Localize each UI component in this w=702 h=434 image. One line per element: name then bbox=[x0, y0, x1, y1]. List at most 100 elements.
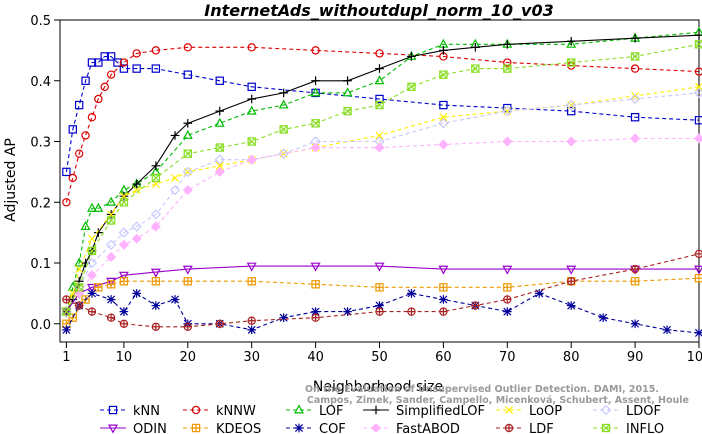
data-point bbox=[694, 328, 702, 338]
data-point bbox=[75, 265, 84, 274]
data-point bbox=[131, 233, 142, 244]
data-point bbox=[438, 139, 449, 150]
series-line bbox=[78, 137, 699, 294]
data-point bbox=[106, 251, 117, 262]
data-point bbox=[87, 246, 97, 256]
data-point bbox=[151, 301, 161, 310]
data-point bbox=[311, 313, 320, 322]
data-point bbox=[694, 82, 702, 91]
series-knnw bbox=[62, 43, 702, 207]
data-point bbox=[247, 94, 257, 104]
y-tick-label: 0.3 bbox=[30, 136, 51, 151]
data-point bbox=[100, 52, 109, 61]
data-point bbox=[630, 264, 640, 274]
data-point bbox=[119, 307, 129, 316]
data-point bbox=[407, 52, 416, 61]
data-point bbox=[471, 43, 480, 52]
data-point bbox=[246, 154, 257, 165]
data-point bbox=[294, 423, 304, 433]
y-axis-label: Adjusted AP bbox=[3, 138, 19, 222]
data-point bbox=[106, 295, 116, 304]
data-point bbox=[80, 221, 91, 231]
y-tick-label: 0.2 bbox=[30, 196, 51, 211]
data-point bbox=[502, 265, 513, 275]
legend-item: LDF bbox=[496, 422, 554, 434]
data-point bbox=[68, 313, 77, 322]
x-tick-label: 100 bbox=[687, 350, 702, 365]
data-point bbox=[566, 36, 576, 46]
x-tick-label: 10 bbox=[116, 350, 133, 365]
data-point bbox=[343, 76, 352, 86]
data-point bbox=[439, 70, 448, 79]
series-inflo bbox=[62, 40, 702, 316]
legend-label: kNN bbox=[133, 404, 160, 419]
data-point bbox=[407, 289, 416, 298]
data-point bbox=[150, 209, 162, 220]
data-point bbox=[566, 106, 576, 116]
data-point bbox=[630, 133, 641, 144]
data-point bbox=[215, 319, 224, 328]
legend-item: LDOF bbox=[593, 404, 661, 419]
data-point bbox=[151, 322, 161, 332]
y-tick-label: 0.5 bbox=[30, 14, 51, 29]
data-point bbox=[311, 46, 320, 55]
data-point bbox=[694, 40, 702, 49]
data-point bbox=[119, 198, 129, 207]
data-point bbox=[150, 221, 161, 232]
series-knn bbox=[62, 52, 702, 177]
data-point bbox=[151, 64, 161, 73]
data-point bbox=[81, 76, 90, 85]
data-point bbox=[375, 307, 384, 316]
data-point bbox=[279, 88, 288, 98]
data-point bbox=[439, 295, 448, 304]
x-tick-label: 90 bbox=[627, 350, 644, 365]
data-point bbox=[62, 167, 71, 177]
x-tick-label: 40 bbox=[307, 350, 324, 365]
data-point bbox=[471, 301, 480, 310]
data-point bbox=[151, 173, 161, 183]
legend-item: LOF bbox=[286, 404, 344, 419]
data-point bbox=[503, 58, 512, 67]
data-point bbox=[151, 161, 161, 171]
data-point bbox=[214, 154, 225, 165]
y-tick-label: 0.4 bbox=[30, 75, 51, 90]
legend-item: FastABOD bbox=[363, 422, 460, 434]
data-point bbox=[106, 52, 116, 61]
data-point bbox=[183, 118, 193, 128]
data-point bbox=[68, 173, 77, 183]
data-point bbox=[502, 307, 512, 316]
data-point bbox=[118, 239, 129, 250]
data-point bbox=[214, 166, 225, 177]
data-point bbox=[693, 133, 702, 144]
data-point bbox=[150, 268, 161, 278]
data-point bbox=[504, 405, 514, 415]
legend-label: LDF bbox=[529, 422, 554, 434]
data-point bbox=[471, 64, 480, 73]
data-point bbox=[113, 58, 122, 67]
legend-label: SimplifiedLOF bbox=[396, 404, 485, 419]
data-point bbox=[118, 227, 130, 238]
data-point bbox=[278, 99, 289, 109]
data-point bbox=[191, 405, 201, 415]
data-point bbox=[74, 301, 84, 310]
data-point bbox=[74, 283, 84, 292]
legend-label: COF bbox=[319, 422, 346, 434]
series-kdeos bbox=[62, 274, 702, 328]
data-point bbox=[105, 239, 117, 250]
data-point bbox=[662, 325, 672, 335]
plot-area: 1 10 20 30 40 50 60 70 80 90 100 0.0 0.1 0.2 0.3 0.4 0.5 bbox=[30, 14, 702, 365]
data-point bbox=[182, 129, 193, 139]
series-line bbox=[65, 55, 700, 172]
chart-title: InternetAds_withoutdupl_norm_10_v03 bbox=[204, 1, 554, 20]
legend-item: KDEOS bbox=[183, 422, 261, 434]
data-point bbox=[106, 216, 116, 225]
data-point bbox=[62, 325, 71, 335]
data-point bbox=[566, 301, 576, 310]
data-point bbox=[503, 64, 512, 73]
data-point bbox=[375, 49, 384, 58]
data-point bbox=[310, 262, 321, 272]
series-loop bbox=[62, 82, 702, 316]
data-point bbox=[86, 202, 97, 212]
data-point bbox=[191, 423, 201, 433]
